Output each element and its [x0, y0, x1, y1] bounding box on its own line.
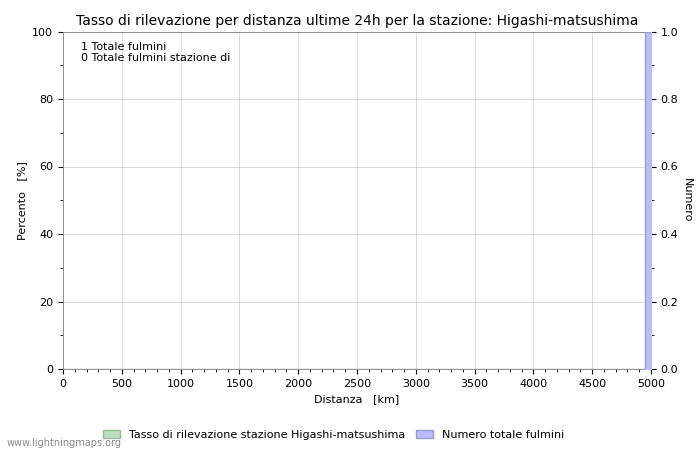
Title: Tasso di rilevazione per distanza ultime 24h per la stazione: Higashi-matsushima: Tasso di rilevazione per distanza ultime… [76, 14, 638, 27]
Text: 1 Totale fulmini
0 Totale fulmini stazione di: 1 Totale fulmini 0 Totale fulmini stazio… [80, 42, 230, 63]
Text: www.lightningmaps.org: www.lightningmaps.org [7, 438, 122, 448]
Y-axis label: Percento   [%]: Percento [%] [17, 161, 27, 240]
Y-axis label: Numero: Numero [682, 178, 692, 222]
X-axis label: Distanza   [km]: Distanza [km] [314, 394, 400, 404]
Legend: Tasso di rilevazione stazione Higashi-matsushima, Numero totale fulmini: Tasso di rilevazione stazione Higashi-ma… [99, 425, 568, 444]
